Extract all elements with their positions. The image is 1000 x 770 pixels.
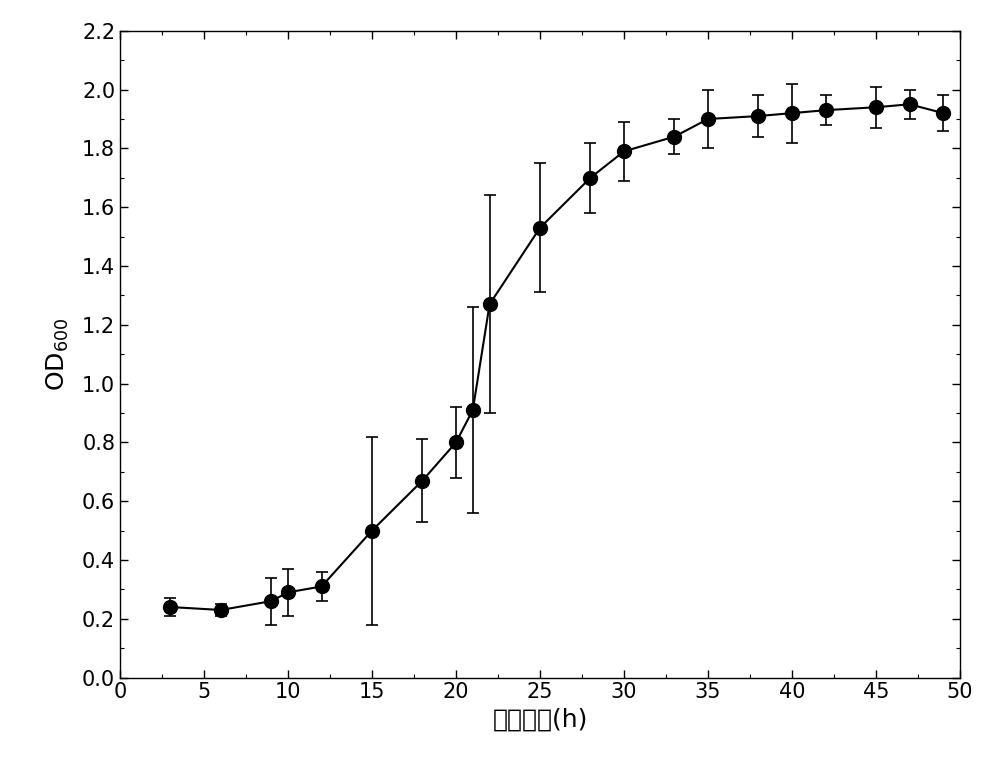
Y-axis label: OD$_{600}$: OD$_{600}$	[45, 317, 71, 391]
X-axis label: 反应时间(h): 反应时间(h)	[492, 708, 588, 732]
